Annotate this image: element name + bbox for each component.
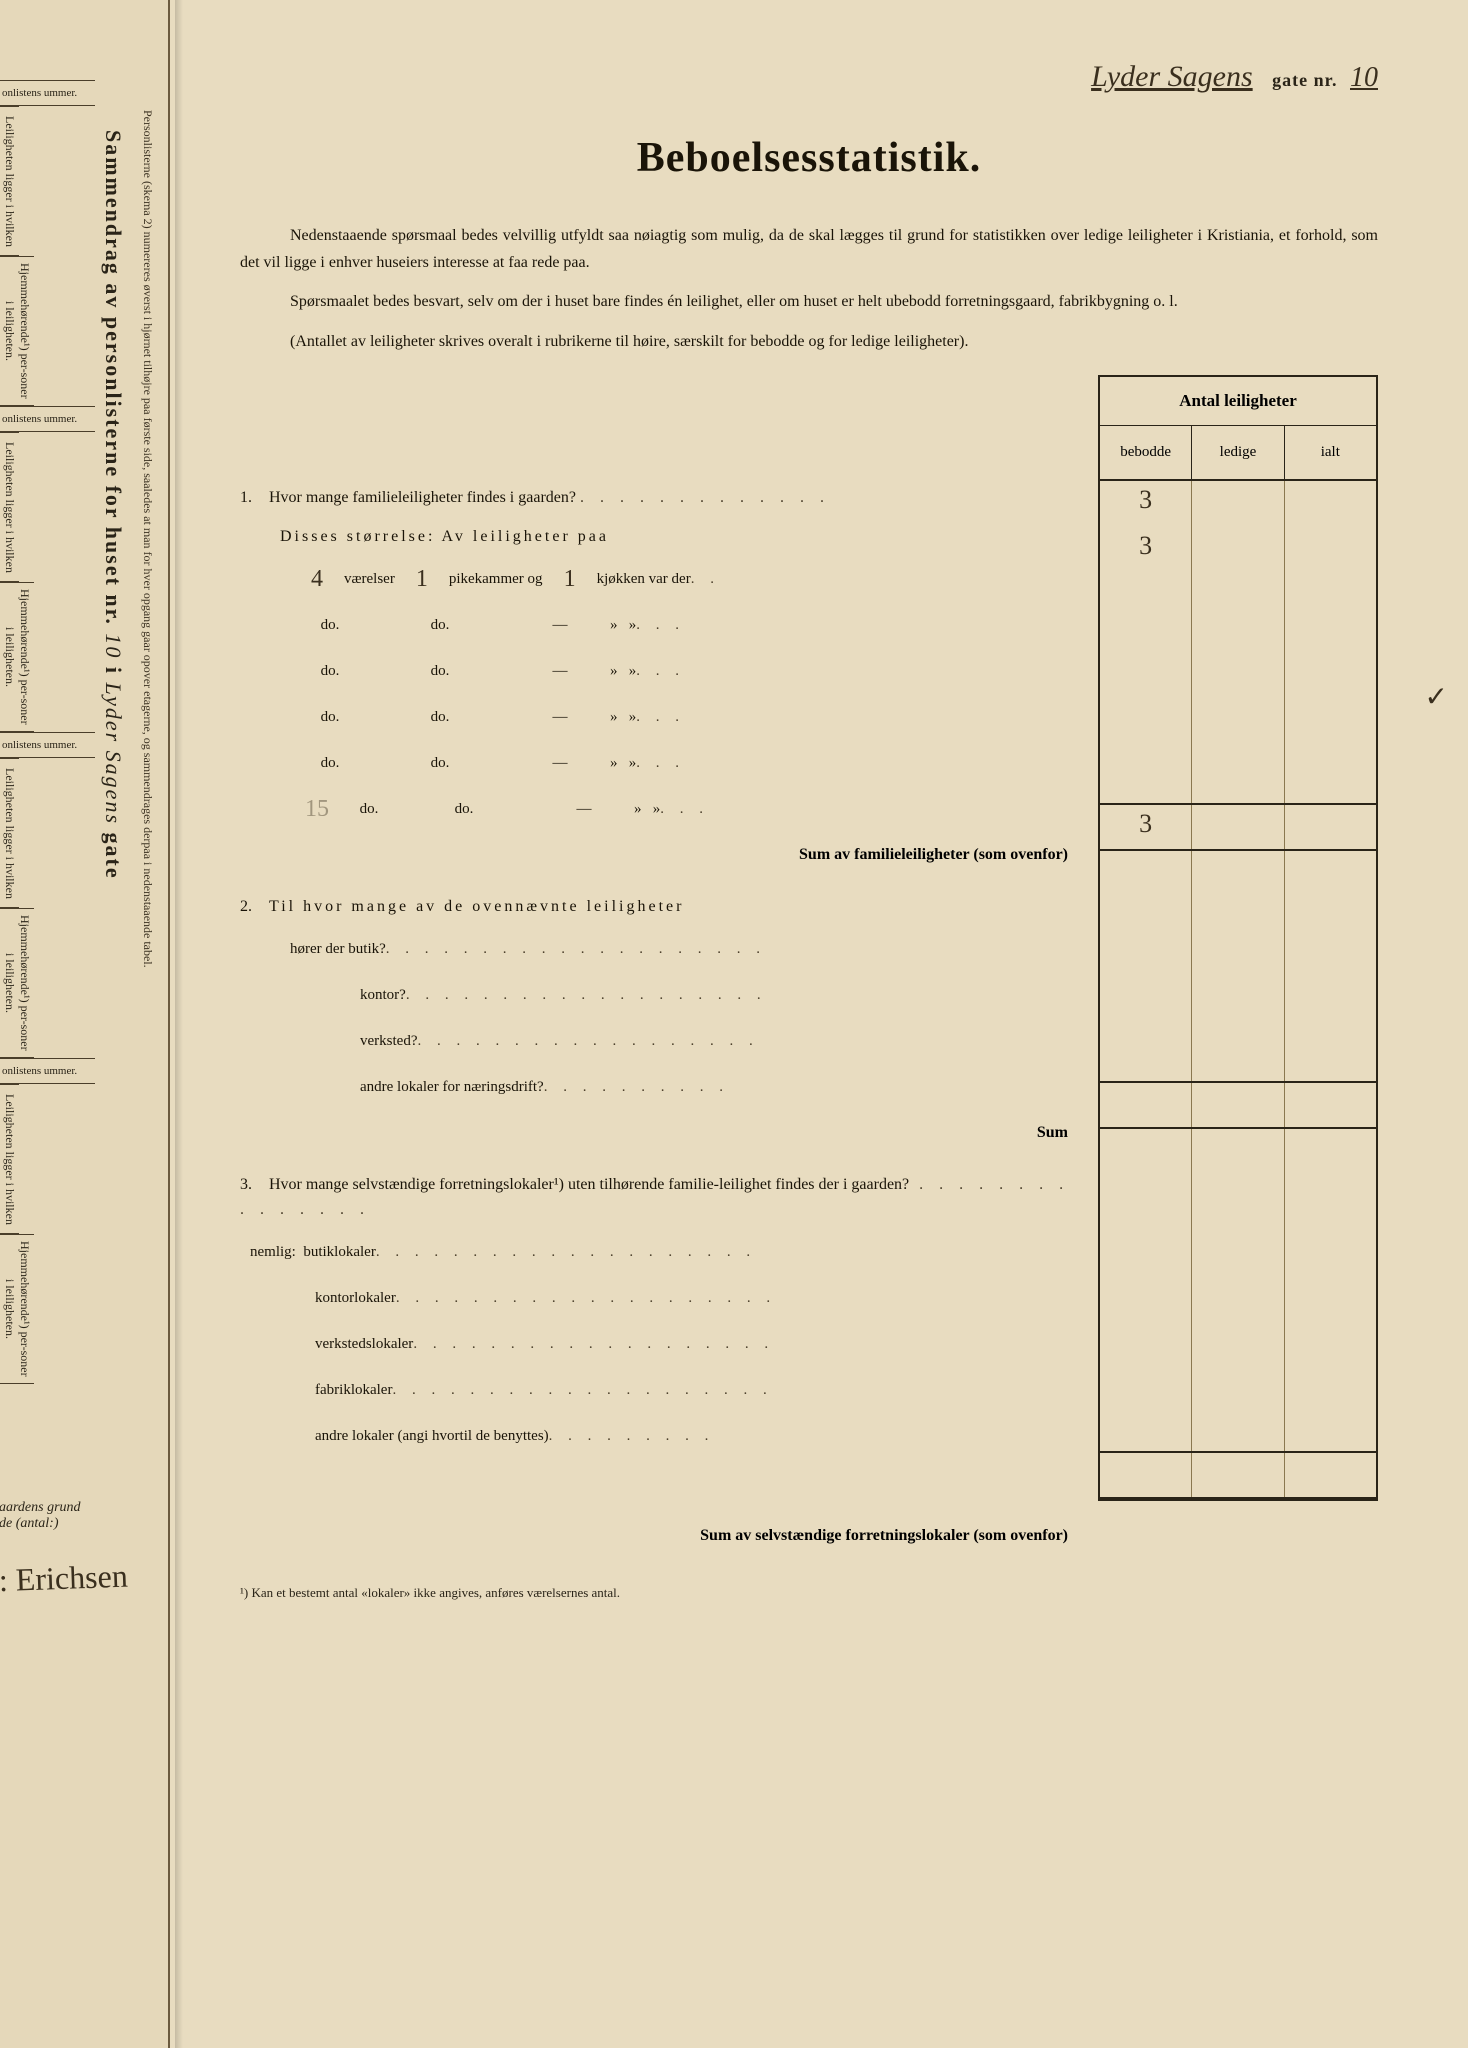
kjokken-value: 1 xyxy=(555,566,585,593)
question-1-sub: Disses størrelse: Av leiligheter paa xyxy=(240,524,1078,550)
question-3: 3. Hvor mange selvstændige forretningslo… xyxy=(240,1172,1078,1223)
vertical-main-title: Sammendrag av personlisterne for huset n… xyxy=(100,130,126,880)
intro-paragraph-2: Spørsmaalet bedes besvart, selv om der i… xyxy=(240,288,1378,315)
q3-line-2: kontorlokaler . . . . . . . . . . . . . … xyxy=(240,1283,1078,1315)
vertical-house-nr: 10 xyxy=(101,633,126,659)
table-row-4 xyxy=(1100,619,1376,665)
table-row-2: 3 xyxy=(1100,527,1376,573)
left-col-leilighet: Leiligheten ligger i hvilken xyxy=(0,106,19,256)
table-row-q2-2 xyxy=(1100,897,1376,943)
questions-column: 1. Hvor mange familieleiligheter findes … xyxy=(240,375,1098,1601)
form-body: 1. Hvor mange familieleiligheter findes … xyxy=(240,375,1378,1601)
checkmark-annotation: ✓ xyxy=(1425,680,1448,714)
table-row-q3-5 xyxy=(1100,1313,1376,1359)
left-col-leilighet-4: Leiligheten ligger i hvilken xyxy=(0,1084,19,1234)
intro-paragraph-3: (Antallet av leiligheter skrives overalt… xyxy=(240,328,1378,355)
table-row-7 xyxy=(1100,757,1376,803)
size-line-3: do. do. — » » . . . xyxy=(240,656,1078,688)
cell-1-ledige xyxy=(1192,481,1284,527)
size-line-6: 15 do. do. — » » . . . xyxy=(240,794,1078,826)
gate-nr-label: gate nr. xyxy=(1272,70,1337,90)
table-row-q2-3 xyxy=(1100,943,1376,989)
left-margin-strip: onlistens ummer. Leiligheten ligger i hv… xyxy=(0,0,170,2048)
table-row-1: 3 xyxy=(1100,481,1376,527)
left-col-hjemme-2: Hjemmehørende¹) per-soner i leiligheten. xyxy=(0,582,34,732)
pikekammer-value: 1 xyxy=(407,566,437,593)
q3-nemlig: nemlig: butiklokaler . . . . . . . . . .… xyxy=(240,1237,1078,1269)
left-margin-table: onlistens ummer. Leiligheten ligger i hv… xyxy=(0,80,95,1384)
footnote-text: ¹) Kan et bestemt antal «lokaler» ikke a… xyxy=(240,1585,1078,1601)
table-row-q3-3 xyxy=(1100,1221,1376,1267)
table-row-q3-2 xyxy=(1100,1175,1376,1221)
left-header-repeat-3: onlistens ummer. xyxy=(0,1058,95,1084)
left-col-hjemme: Hjemmehørende¹) per-soner i leiligheten. xyxy=(0,256,34,406)
left-col-hjemme-3: Hjemmehørende¹) per-soner i leiligheten. xyxy=(0,908,34,1058)
vertical-street: Lyder Sagens xyxy=(101,683,126,826)
left-header-repeat-2: onlistens ummer. xyxy=(0,732,95,758)
table-main-header: Antal leiligheter xyxy=(1100,377,1376,426)
faint-number: 15 xyxy=(302,796,332,823)
q2-sum-label: Sum xyxy=(240,1124,1078,1142)
vertical-title-block: Sammendrag av personlisterne for huset n… xyxy=(100,100,160,1500)
antal-leiligheter-table: Antal leiligheter bebodde ledige ialt 3 … xyxy=(1098,375,1378,1501)
table-row-3 xyxy=(1100,573,1376,619)
vertical-instructions: Personlisterne (skema 2) numereres øvers… xyxy=(140,110,155,968)
col-bebodde: bebodde xyxy=(1100,426,1192,481)
left-col-leilighet-3: Leiligheten ligger i hvilken xyxy=(0,758,19,908)
table-row-q2-4 xyxy=(1100,989,1376,1035)
q2-line-3: verksted? . . . . . . . . . . . . . . . … xyxy=(240,1026,1078,1058)
cell-1-bebodde: 3 xyxy=(1100,481,1192,527)
table-subheader-row: bebodde ledige ialt xyxy=(1100,426,1376,481)
size-line-5: do. do. — » » . . . xyxy=(240,748,1078,780)
house-number-handwritten: 10 xyxy=(1350,62,1378,93)
main-form-area: Lyder Sagens gate nr. 10 Beboelsesstatis… xyxy=(170,0,1468,2048)
q2-line-4: andre lokaler for næringsdrift? . . . . … xyxy=(240,1072,1078,1104)
cell-2-bebodde: 3 xyxy=(1100,527,1192,573)
col-ledige: ledige xyxy=(1192,426,1284,481)
table-sum-row-1: 3 xyxy=(1100,803,1376,851)
intro-paragraph-1: Nedenstaaende spørsmaal bedes velvillig … xyxy=(240,222,1378,276)
q2-line-2: kontor? . . . . . . . . . . . . . . . . … xyxy=(240,980,1078,1012)
left-col-hjemme-4: Hjemmehørende¹) per-soner i leiligheten. xyxy=(0,1234,34,1384)
page-title: Beboelsesstatistik. xyxy=(240,134,1378,182)
vaerelser-value: 4 xyxy=(302,566,332,593)
question-1: 1. Hvor mange familieleiligheter findes … xyxy=(240,485,1078,511)
street-name-handwritten: Lyder Sagens xyxy=(1091,60,1253,93)
table-row-q3-6 xyxy=(1100,1359,1376,1405)
address-header: Lyder Sagens gate nr. 10 xyxy=(240,60,1378,94)
q2-line-1: hører der butik? . . . . . . . . . . . .… xyxy=(240,934,1078,966)
size-line-1: 4 værelser 1 pikekammer og 1 kjøkken var… xyxy=(240,564,1078,596)
signature: l: Erichsen xyxy=(0,1558,128,1600)
q3-line-5: andre lokaler (angi hvortil de benyttes)… xyxy=(240,1421,1078,1453)
cell-2-ledige xyxy=(1192,527,1284,573)
cell-1-ialt xyxy=(1285,481,1376,527)
left-header-repeat-1: onlistens ummer. xyxy=(0,406,95,432)
table-row-6 xyxy=(1100,711,1376,757)
table-row-q2-5 xyxy=(1100,1035,1376,1081)
col-ialt: ialt xyxy=(1285,426,1376,481)
table-sum-row-2 xyxy=(1100,1081,1376,1129)
table-row-q3-1 xyxy=(1100,1129,1376,1175)
document-page: onlistens ummer. Leiligheten ligger i hv… xyxy=(0,0,1468,2048)
gaardens-label: gaardens grund nde (antal:) xyxy=(0,1500,81,1532)
size-line-4: do. do. — » » . . . xyxy=(240,702,1078,734)
question-2: 2. Til hvor mange av de ovennævnte leili… xyxy=(240,894,1078,920)
left-col-leilighet-2: Leiligheten ligger i hvilken xyxy=(0,432,19,582)
table-row-5 xyxy=(1100,665,1376,711)
table-sum-row-3 xyxy=(1100,1451,1376,1499)
q1-sum-label: Sum av familieleiligheter (som ovenfor) xyxy=(240,846,1078,864)
size-line-2: do. do. — » » . . . xyxy=(240,610,1078,642)
sum-bebodde: 3 xyxy=(1100,805,1192,849)
table-row-q3-4 xyxy=(1100,1267,1376,1313)
left-header-cell: onlistens ummer. xyxy=(0,80,95,106)
q3-line-3: verkstedslokaler . . . . . . . . . . . .… xyxy=(240,1329,1078,1361)
q3-line-4: fabriklokaler . . . . . . . . . . . . . … xyxy=(240,1375,1078,1407)
table-row-q2-1 xyxy=(1100,851,1376,897)
table-row-q3-7 xyxy=(1100,1405,1376,1451)
q3-sum-label: Sum av selvstændige forretningslokaler (… xyxy=(240,1527,1078,1545)
table-column: Antal leiligheter bebodde ledige ialt 3 … xyxy=(1098,375,1378,1601)
cell-2-ialt xyxy=(1285,527,1376,573)
